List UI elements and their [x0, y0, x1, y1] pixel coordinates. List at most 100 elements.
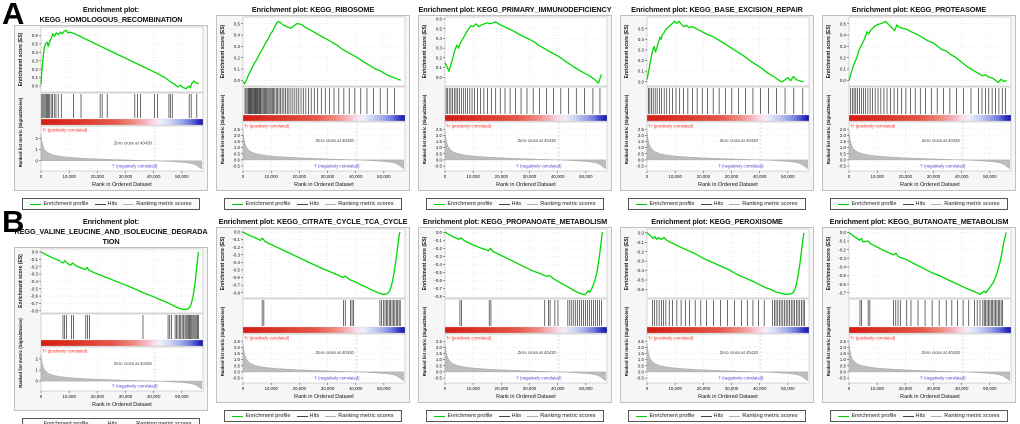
legend-item: Hits [498, 201, 521, 207]
metric-tick-label: 0.5 [436, 363, 443, 368]
plot-title: Enrichment plot: KEGG_VALINE_LEUCINE_AND_… [14, 212, 208, 247]
es-tick-label: -0.2 [434, 246, 442, 251]
x-tick-label: 10,000 [466, 386, 480, 391]
legend-swatch [729, 203, 741, 205]
x-tick-label: 0 [242, 386, 245, 391]
negatively-correlated-label: 'l' (negatively correlated) [920, 164, 966, 169]
plot-title-line: KEGG_HOMOLOGOUS_RECOMBINATION [39, 15, 183, 24]
negatively-correlated-label: 'l' (negatively correlated) [718, 164, 764, 169]
es-tick-label: -0.7 [434, 286, 442, 291]
x-tick-label: 30,000 [523, 386, 537, 391]
legend-swatch [902, 415, 914, 417]
legend-label: Enrichment profile [649, 201, 695, 207]
legend-label: Hits [309, 201, 320, 207]
metric-panel [40, 346, 204, 392]
x-axis-label: Rank in Ordered Dataset [496, 182, 556, 188]
plot-title: Enrichment plot: KEGG_CITRATE_CYCLE_TCA_… [216, 212, 410, 227]
metric-tick-label: 2.5 [234, 127, 241, 132]
gsea-chart-svg: Zero cross at 40430 'h' (positively corre… [14, 247, 208, 411]
legend-item: Enrichment profile [636, 413, 695, 419]
ranking-metric-area [646, 130, 808, 170]
x-tick-label: 20,000 [91, 394, 105, 399]
legend-label: Ranking metric scores [136, 201, 192, 207]
plot-legend: Enrichment profile Hits Ranking metric sco… [426, 410, 604, 422]
x-tick-label: 20,000 [91, 174, 105, 179]
x-axis-label: Rank in Ordered Dataset [698, 182, 758, 188]
legend-item: Hits [94, 201, 118, 207]
legend-item: Hits [902, 201, 925, 207]
gsea-plot: Enrichment plot: KEGG_PROTEASOME Zero cro… [822, 0, 1016, 212]
metric-panel [40, 125, 204, 172]
gsea-plot: Enrichment plot: KEGG_HOMOLOGOUS_RECOMBIN… [14, 0, 208, 212]
metric-tick-label: 2.5 [638, 127, 645, 132]
metric-tick-label: 2.0 [840, 133, 847, 138]
x-tick-label: 50,000 [377, 386, 391, 391]
es-tick-label: -0.6 [838, 282, 846, 287]
plot-title-line: Enrichment plot: KEGG_PROTEASOME [851, 5, 987, 14]
legend-label: Enrichment profile [43, 201, 89, 207]
x-tick-label: 10,000 [264, 174, 278, 179]
ranking-metric-area [444, 342, 606, 382]
enrichment-curve [444, 21, 603, 84]
metric-axis-label: Ranked list metric (Signal2Noise) [422, 306, 427, 376]
es-tick-label: 0.0 [840, 78, 847, 83]
legend-label: Hits [107, 201, 118, 207]
enrichment-curve [646, 20, 804, 83]
gsea-chart-svg: Zero cross at 40430 'h' (positively corre… [418, 15, 612, 191]
es-tick-label: 0.0 [436, 230, 443, 235]
metric-panel [242, 121, 406, 172]
es-tick-label: -0.5 [434, 270, 442, 275]
x-tick-label: 10,000 [870, 386, 884, 391]
metric-tick-label: 1.5 [234, 139, 241, 144]
es-tick-label: 0.4 [840, 33, 847, 38]
ranking-metric-area [40, 134, 202, 170]
x-tick-label: 0 [444, 386, 447, 391]
legend-swatch [838, 203, 850, 205]
es-tick-label: 0.3 [638, 48, 645, 53]
zero-cross-label: Zero cross at 40430 [316, 350, 355, 355]
positively-correlated-label: 'h' (positively correlated) [649, 336, 694, 341]
legend-label: Hits [713, 413, 724, 419]
legend-label: Ranking metric scores [742, 413, 798, 419]
metric-tick-label: 2.5 [436, 127, 443, 132]
metric-tick-label: -0.5 [232, 164, 240, 169]
legend-label: Enrichment profile [245, 413, 291, 419]
x-tick-label: 30,000 [119, 394, 133, 399]
metric-tick-label: 1.0 [840, 145, 847, 150]
metric-tick-label: 2.0 [436, 345, 443, 350]
es-tick-label: 0.2 [234, 55, 241, 60]
metric-tick-label: 2.0 [436, 133, 443, 138]
gsea-plot: Enrichment plot: KEGG_CITRATE_CYCLE_TCA_… [216, 212, 410, 424]
positively-correlated-label: 'h' (positively correlated) [851, 124, 896, 129]
ranking-metric-area [242, 342, 404, 382]
legend-item: Ranking metric scores [325, 201, 394, 207]
x-tick-label: 20,000 [899, 386, 913, 391]
positively-correlated-label: 'h' (positively correlated) [43, 349, 88, 354]
metric-tick-label: 0.5 [840, 151, 847, 156]
metric-tick-label: -0.5 [838, 376, 846, 381]
legend-swatch [729, 415, 741, 417]
metric-axis-label: Ranked list metric (Signal2Noise) [422, 94, 427, 164]
legend-item: Enrichment profile [232, 201, 291, 207]
es-panel [242, 228, 406, 299]
es-tick-label: -0.3 [232, 252, 240, 257]
es-tick-label: 0.3 [234, 44, 241, 49]
legend-swatch [434, 203, 446, 205]
es-tick-label: 0.2 [436, 55, 443, 60]
legend-label: Ranking metric scores [540, 413, 596, 419]
x-tick-label: 0 [242, 174, 245, 179]
metric-tick-label: 0.0 [840, 158, 847, 163]
correlation-gradient-bar [242, 114, 406, 122]
metric-tick-label: -0.5 [232, 376, 240, 381]
es-tick-label: 0.4 [436, 36, 443, 41]
metric-tick-label: 2.0 [234, 133, 241, 138]
metric-tick-label: 0.5 [436, 151, 443, 156]
enrichment-curve [40, 29, 199, 90]
legend-swatch [700, 203, 712, 205]
es-tick-label: -0.5 [30, 286, 38, 291]
legend-swatch [527, 203, 539, 205]
zero-cross-label: Zero cross at 40430 [518, 138, 557, 143]
es-axis-label: Enrichment score (ES) [422, 236, 428, 290]
plot-title-line: Enrichment plot: KEGG_BUTANOATE_METABOLI… [829, 217, 1009, 226]
